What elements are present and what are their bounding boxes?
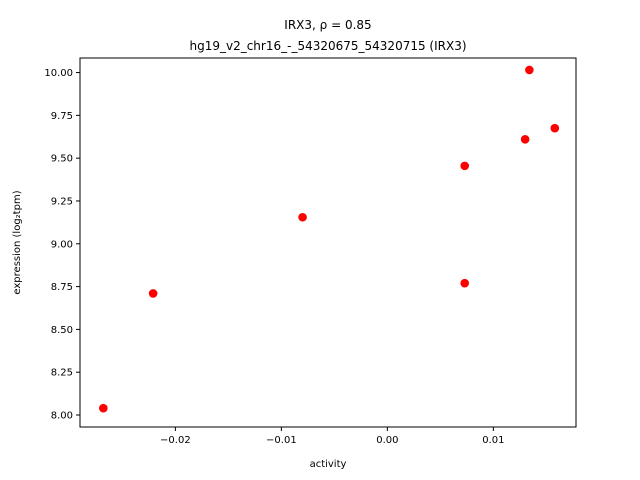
y-axis-label: expression (log₂tpm) — [12, 190, 23, 294]
data-point — [460, 161, 470, 171]
y-tick-label: 8.75 — [51, 282, 73, 293]
ticks-layer: −0.02 −0.01 0.00 0.01 8.00 8.25 8.50 8.75 9.00 9.… — [44, 68, 504, 446]
points-layer — [99, 65, 560, 413]
data-point — [460, 278, 470, 288]
data-point — [525, 65, 534, 75]
chart-title-line1: IRX3, ρ = 0.85 — [284, 18, 371, 32]
y-tick-label: 9.00 — [51, 239, 73, 250]
x-tick-label: −0.01 — [266, 435, 297, 446]
data-point — [550, 123, 560, 133]
y-tick-label: 8.25 — [51, 368, 73, 379]
y-tick-label: 9.50 — [51, 154, 73, 165]
x-tick-label: 0.00 — [376, 435, 398, 446]
data-point — [148, 289, 158, 298]
y-tick-label: 9.75 — [51, 111, 73, 122]
x-tick-label: −0.02 — [160, 435, 191, 446]
x-tick-label: 0.01 — [482, 435, 504, 446]
data-point — [298, 212, 307, 222]
y-tick-label: 9.25 — [51, 196, 73, 207]
y-tick-label: 8.00 — [51, 411, 73, 422]
data-point — [520, 135, 530, 144]
x-axis-label: activity — [310, 459, 347, 470]
data-point — [99, 403, 108, 413]
y-tick-label: 10.00 — [44, 68, 73, 79]
chart-title-line2: hg19_v2_chr16_-_54320675_54320715 (IRX3) — [189, 39, 466, 53]
plot-frame — [79, 57, 577, 428]
y-tick-label: 8.50 — [51, 325, 73, 336]
